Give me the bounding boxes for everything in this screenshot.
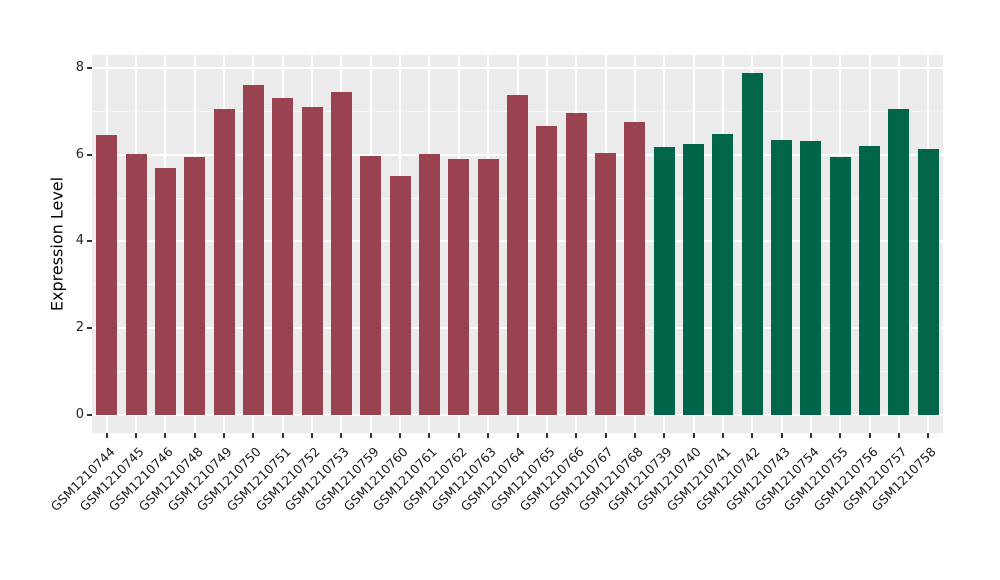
bar-GSM1210759 (360, 155, 382, 415)
x-tick-mark (428, 433, 431, 438)
bar-GSM1210761 (418, 153, 440, 415)
x-tick-mark (164, 433, 167, 438)
bar-GSM1210744 (96, 135, 118, 415)
bar-GSM1210743 (771, 140, 793, 415)
x-tick-mark (311, 433, 314, 438)
x-tick-mark (457, 433, 460, 438)
y-tick-mark (87, 327, 92, 330)
y-tick-label: 2 (75, 320, 84, 336)
x-tick-mark (751, 433, 754, 438)
y-tick-label: 6 (75, 146, 84, 162)
x-tick-mark (281, 433, 284, 438)
y-tick-label: 8 (75, 59, 84, 75)
y-tick-mark (87, 66, 92, 69)
y-tick-mark (87, 240, 92, 243)
bar-GSM1210768 (624, 121, 646, 415)
x-tick-mark (135, 433, 138, 438)
bar-GSM1210758 (917, 148, 939, 415)
x-tick-mark (369, 433, 372, 438)
bar-GSM1210756 (859, 145, 881, 415)
bar-GSM1210746 (154, 167, 176, 415)
x-tick-mark (721, 433, 724, 438)
x-tick-mark (927, 433, 930, 438)
bar-GSM1210763 (477, 158, 499, 415)
bar-GSM1210767 (595, 153, 617, 415)
x-tick-mark (604, 433, 607, 438)
x-tick-mark (839, 433, 842, 438)
bar-GSM1210740 (683, 143, 705, 415)
bar-GSM1210754 (800, 141, 822, 415)
x-tick-mark (692, 433, 695, 438)
bar-GSM1210755 (829, 156, 851, 415)
x-tick-mark (780, 433, 783, 438)
x-tick-mark (663, 433, 666, 438)
x-tick-mark (252, 433, 255, 438)
y-tick-mark (87, 153, 92, 156)
x-tick-mark (809, 433, 812, 438)
bar-GSM1210764 (507, 95, 528, 415)
x-tick-mark (633, 433, 636, 438)
bar-GSM1210748 (184, 156, 206, 415)
x-tick-mark (487, 433, 490, 438)
bar-GSM1210745 (125, 154, 147, 415)
x-tick-mark (399, 433, 402, 438)
bar-GSM1210751 (272, 97, 294, 415)
major-gridline (92, 66, 943, 69)
bar-GSM1210760 (389, 176, 411, 415)
bar-GSM1210741 (712, 133, 734, 415)
x-tick-mark (516, 433, 519, 438)
bar-GSM1210753 (330, 92, 352, 415)
bar-GSM1210739 (653, 146, 675, 415)
x-tick-mark (545, 433, 548, 438)
bar-GSM1210750 (242, 85, 264, 415)
x-tick-label-anchor: GSM1210758 (768, 441, 939, 514)
x-tick-mark (868, 433, 871, 438)
x-tick-mark (340, 433, 343, 438)
y-tick-label: 0 (75, 406, 84, 422)
bar-GSM1210749 (213, 109, 235, 415)
x-tick-mark (575, 433, 578, 438)
x-tick-mark (193, 433, 196, 438)
y-tick-mark (87, 413, 92, 416)
bar-GSM1210742 (741, 73, 763, 415)
x-tick-mark (897, 433, 900, 438)
bar-GSM1210762 (448, 158, 470, 415)
major-gridline (92, 414, 943, 416)
x-tick-mark (105, 433, 108, 438)
bar-GSM1210757 (888, 109, 910, 415)
bar-GSM1210752 (301, 106, 323, 415)
y-tick-label: 4 (75, 233, 84, 249)
plot-panel (92, 55, 943, 433)
x-tick-mark (223, 433, 226, 438)
bar-GSM1210766 (565, 113, 587, 415)
bar-GSM1210765 (536, 125, 558, 415)
